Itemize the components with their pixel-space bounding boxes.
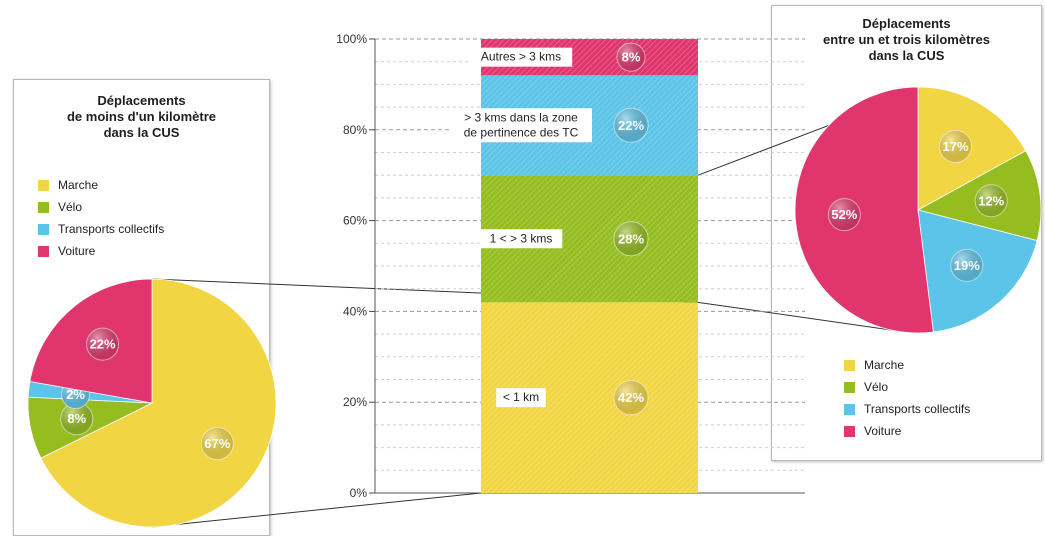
bar-segment bbox=[481, 75, 698, 176]
legend-label: Voiture bbox=[864, 424, 902, 438]
stacked-bar-chart: 0% 20% 40% 60% 80% 100% < 1 km 42% 1 < > 3 kms 28… bbox=[336, 32, 805, 500]
y-tick-label: 20% bbox=[343, 395, 367, 409]
legend-swatch-voiture bbox=[38, 245, 49, 257]
legend-item-voiture: Voiture bbox=[38, 240, 164, 262]
value-bubble bbox=[616, 42, 646, 72]
legend-label: Marche bbox=[58, 178, 99, 192]
bar-segment-texture bbox=[481, 75, 698, 176]
segment-value-bubble: 8% bbox=[616, 42, 646, 72]
value-label: 28% bbox=[618, 231, 644, 246]
legend-label: Transports collectifs bbox=[864, 402, 971, 416]
bar-segment bbox=[481, 39, 698, 76]
bar-segment-texture bbox=[481, 39, 698, 76]
legend-item-marche: Marche bbox=[38, 174, 164, 196]
legend-label: Vélo bbox=[58, 200, 83, 214]
value-bubble-shade bbox=[614, 108, 648, 143]
right-legend: Marche Vélo Transports collectifs Voitur… bbox=[844, 354, 970, 442]
legend-item-voiture: Voiture bbox=[844, 420, 970, 442]
y-tick-label: 60% bbox=[343, 214, 367, 228]
legend-label: Vélo bbox=[864, 380, 889, 394]
legend-swatch-velo bbox=[38, 201, 49, 213]
bar-segment-texture bbox=[481, 302, 698, 493]
y-tick-label: 40% bbox=[343, 304, 367, 318]
value-bubble-shade bbox=[617, 43, 645, 72]
legend-swatch-voiture bbox=[844, 425, 855, 437]
bar-segment-texture bbox=[481, 175, 698, 303]
value-label: 8% bbox=[622, 50, 641, 65]
y-tick-label: 0% bbox=[350, 486, 368, 500]
legend-swatch-transports bbox=[38, 223, 49, 235]
label-background bbox=[469, 47, 573, 67]
segment-label-text: de pertinence des TC bbox=[464, 125, 579, 139]
value-bubble bbox=[613, 380, 649, 416]
segment-value-bubble: 22% bbox=[613, 107, 649, 143]
legend-label: Marche bbox=[864, 358, 905, 372]
bar-segment bbox=[481, 175, 698, 303]
legend-item-velo: Vélo bbox=[844, 376, 970, 398]
legend-swatch-marche bbox=[844, 359, 855, 371]
left-panel-title: Déplacements de moins d'un kilomètre dan… bbox=[66, 93, 216, 140]
value-bubble-shade bbox=[614, 221, 648, 256]
legend-label: Voiture bbox=[58, 244, 96, 258]
legend-item-transports: Transports collectifs bbox=[38, 218, 164, 240]
legend-swatch-marche bbox=[38, 179, 49, 191]
legend-item-marche: Marche bbox=[844, 354, 970, 376]
segment-label-text: > 3 kms dans la zone bbox=[464, 110, 578, 124]
y-tick-label: 80% bbox=[343, 123, 367, 137]
y-tick-label: 100% bbox=[336, 32, 367, 46]
value-bubble-shade bbox=[614, 380, 648, 415]
value-label: 22% bbox=[618, 118, 644, 133]
value-bubble bbox=[613, 107, 649, 143]
left-pie-panel: Déplacements de moins d'un kilomètre dan… bbox=[13, 79, 270, 536]
value-bubble bbox=[613, 221, 649, 257]
segment-label-text: < 1 km bbox=[503, 390, 539, 404]
segment-category-label: Autres > 3 kms bbox=[469, 47, 573, 67]
segment-category-label: 1 < > 3 kms bbox=[479, 229, 563, 249]
segment-label-text: 1 < > 3 kms bbox=[490, 231, 553, 245]
label-background bbox=[450, 108, 592, 143]
right-pie-panel: Déplacements entre un et trois kilomètre… bbox=[771, 5, 1042, 461]
legend-label: Transports collectifs bbox=[58, 222, 165, 236]
segment-label-text: Autres > 3 kms bbox=[481, 50, 561, 64]
bar-segment bbox=[481, 302, 698, 493]
label-background bbox=[479, 229, 563, 249]
left-legend: Marche Vélo Transports collectifs Voitur… bbox=[38, 174, 164, 262]
label-background bbox=[496, 388, 546, 408]
value-label: 42% bbox=[618, 390, 644, 405]
legend-swatch-transports bbox=[844, 403, 855, 415]
segment-value-bubble: 28% bbox=[613, 221, 649, 257]
legend-item-velo: Vélo bbox=[38, 196, 164, 218]
legend-item-transports: Transports collectifs bbox=[844, 398, 970, 420]
legend-swatch-velo bbox=[844, 381, 855, 393]
right-panel-title: Déplacements entre un et trois kilomètre… bbox=[823, 16, 990, 63]
segment-value-bubble: 42% bbox=[613, 380, 649, 416]
segment-category-label: < 1 km bbox=[496, 388, 546, 408]
